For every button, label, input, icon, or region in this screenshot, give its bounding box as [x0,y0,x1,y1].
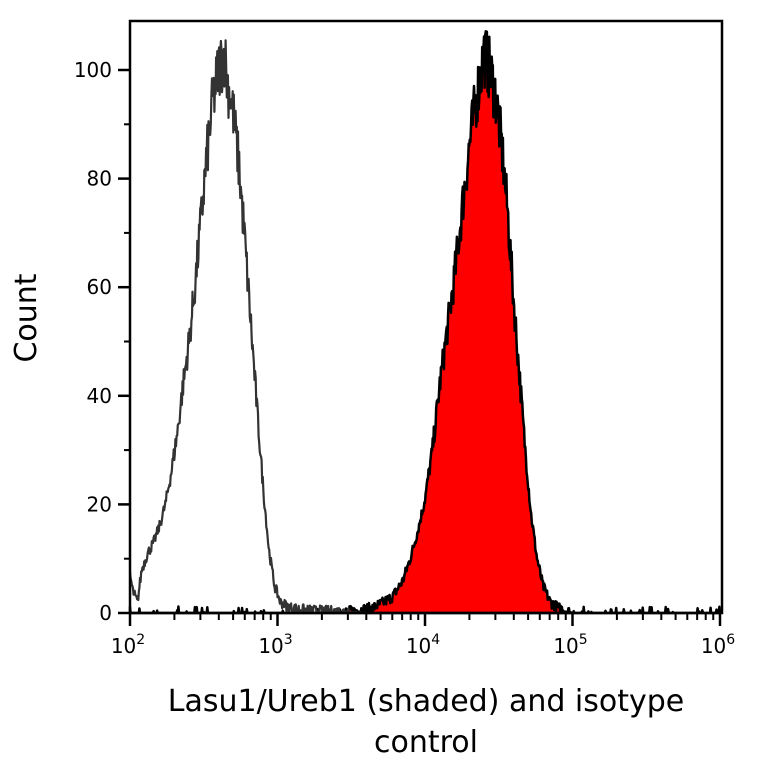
x-tick-label: 103 [258,632,292,658]
y-tick-label: 80 [87,167,112,191]
y-axis-title: Count [9,273,44,362]
lasu1-ureb1-filled-histogram [128,29,722,615]
x-axis-title-line1: Lasu1/Ureb1 (shaded) and isotype [168,684,685,719]
isotype-control-histogram [128,39,367,615]
y-tick-label: 100 [74,58,112,82]
y-tick-label: 40 [87,384,112,408]
x-tick-label: 105 [553,632,587,658]
y-tick-label: 60 [87,275,112,299]
y-tick-label: 0 [99,601,112,625]
y-axis: 0 20 40 60 80 100 [74,58,130,625]
y-tick-label: 20 [87,492,112,516]
x-axis: 102 103 104 105 106 [111,613,735,658]
x-tick-label: 102 [111,632,145,658]
histogram-series [128,29,722,615]
x-tick-label: 104 [406,632,440,658]
x-tick-label: 106 [701,632,735,658]
x-axis-title-line2: control [374,725,478,760]
